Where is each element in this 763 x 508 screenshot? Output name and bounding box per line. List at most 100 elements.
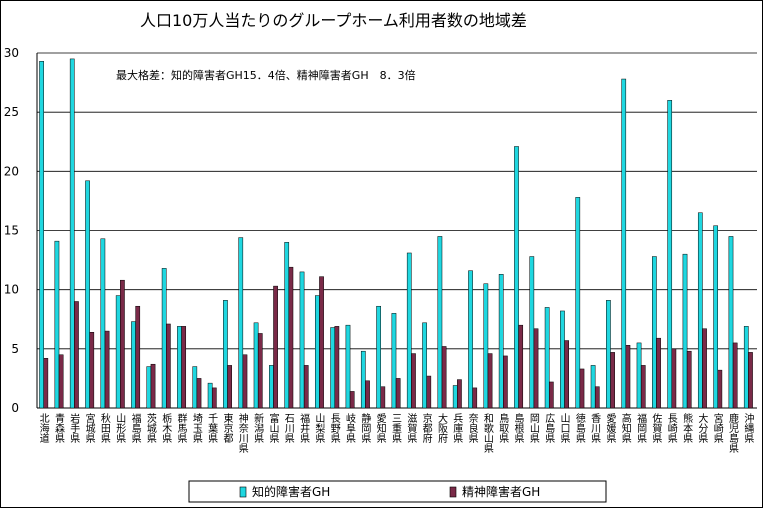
bar-mental (273, 285, 278, 409)
bar-intellectual (223, 300, 228, 409)
plot-area: 0 5 10 15 20 25 30 北海道青森県岩手県宮城県秋田県山形県福島県茨城県栃木県群… (4, 46, 757, 455)
legend: 知的障害者GH 精神障害者GH (188, 480, 607, 503)
bar-mental (411, 353, 416, 409)
x-tick-label: 富山県 (269, 412, 279, 445)
bar-mental (686, 350, 692, 409)
x-tick-label: 栃木県 (162, 412, 172, 445)
bar-intellectual (177, 326, 182, 409)
bar-mental (656, 337, 661, 409)
x-tick-label: 愛媛県 (606, 412, 616, 445)
x-tick-label: 和歌山県 (484, 413, 494, 455)
bar-mental (365, 380, 370, 409)
bar-intellectual (667, 100, 673, 409)
bar-intellectual (391, 313, 397, 409)
bar-intellectual (682, 253, 688, 409)
x-tick-label: 福井県 (300, 412, 310, 445)
bar-mental (579, 368, 585, 409)
x-tick-label: 島根県 (515, 412, 525, 445)
x-tick-label: 新潟県 (254, 412, 264, 445)
legend-swatch-intellectual (239, 486, 247, 498)
bar-mental (533, 328, 539, 409)
bar-intellectual (360, 350, 366, 409)
x-tick-label: 福岡県 (637, 412, 647, 445)
y-tick-label: 10 (4, 283, 19, 297)
bar-mental (380, 386, 386, 409)
bar-mental (702, 328, 707, 409)
bar-intellectual (529, 256, 535, 409)
bar-mental (518, 324, 524, 409)
x-tick-label: 香川県 (591, 413, 601, 445)
bar-mental (426, 375, 432, 409)
x-tick-label: 愛知県 (377, 412, 387, 445)
bar-mental (257, 333, 263, 409)
bar-intellectual (69, 58, 75, 409)
bar-mental (732, 342, 738, 409)
x-tick-label: 福島県 (132, 412, 142, 445)
bar-mental (150, 363, 156, 409)
bar-intellectual (284, 242, 290, 409)
legend-label-intellectual: 知的障害者GH (252, 484, 330, 499)
x-tick-label: 岐阜県 (346, 412, 356, 445)
legend-swatch-mental (449, 486, 457, 498)
bar-intellectual (131, 321, 136, 409)
bar-intellectual (713, 225, 718, 409)
x-tick-label: 沖縄県 (744, 412, 754, 445)
bar-intellectual (100, 238, 106, 409)
bar-mental (104, 330, 110, 409)
x-tick-label: 大阪府 (438, 412, 448, 445)
y-tick-label: 15 (4, 224, 19, 238)
bar-intellectual (652, 256, 657, 409)
y-tick-label: 0 (11, 401, 19, 415)
bar-mental (227, 365, 232, 409)
bar-intellectual (192, 366, 198, 409)
max-ratio-annotation: 最大格差：知的障害者GH15．4倍、精神障害者GH 8．3倍 (116, 68, 416, 82)
bar-mental (58, 354, 64, 409)
bar-mental (349, 391, 355, 409)
legend-label-mental: 精神障害者GH (462, 484, 540, 499)
bar-intellectual (514, 146, 519, 409)
bar-intellectual (452, 385, 458, 409)
x-tick-label: 山梨県 (315, 413, 325, 445)
bar-intellectual (54, 240, 60, 409)
x-tick-label: 鳥取県 (499, 412, 509, 445)
x-tick-label: 茨城県 (147, 412, 157, 445)
x-tick-label: 千葉県 (208, 413, 218, 445)
bar-intellectual (636, 342, 642, 409)
x-tick-label: 北海道 (40, 413, 50, 445)
x-tick-label: 鹿児島県 (729, 412, 739, 455)
x-tick-label: 青森県 (55, 412, 65, 445)
bar-mental (548, 381, 554, 409)
bar-mental (166, 323, 171, 409)
x-tick-label: 東京都 (223, 412, 233, 445)
bar-intellectual (207, 382, 213, 409)
bar-mental (135, 305, 141, 409)
bar-intellectual (621, 78, 627, 409)
x-tick-label: 群馬県 (178, 412, 188, 445)
bar-mental (671, 348, 677, 409)
x-tick-label: 宮崎県 (714, 412, 724, 445)
x-tick-label: 長崎県 (668, 413, 678, 445)
bar-intellectual (345, 324, 351, 409)
bar-mental (564, 340, 570, 409)
x-tick-label: 奈良県 (469, 412, 479, 445)
bar-mental (43, 358, 49, 409)
bar-intellectual (468, 270, 473, 409)
bar-intellectual (483, 283, 489, 409)
x-tick-label: 三重県 (392, 414, 402, 445)
y-tick-label: 20 (4, 164, 19, 178)
x-tick-label: 山口県 (561, 413, 571, 445)
x-tick-label: 大分県 (698, 412, 708, 445)
bar-mental (211, 387, 217, 409)
x-tick-label: 徳島県 (576, 412, 586, 445)
bar-mental (457, 379, 462, 409)
bar-intellectual (146, 366, 152, 409)
bar-intellectual (560, 310, 565, 409)
bar-mental (74, 301, 79, 409)
x-tick-label: 静岡県 (361, 412, 371, 445)
x-tick-label: 高知県 (622, 412, 632, 445)
bar-intellectual (575, 197, 581, 409)
bar-intellectual (376, 305, 381, 409)
x-tick-label: 岡山県 (530, 413, 540, 445)
